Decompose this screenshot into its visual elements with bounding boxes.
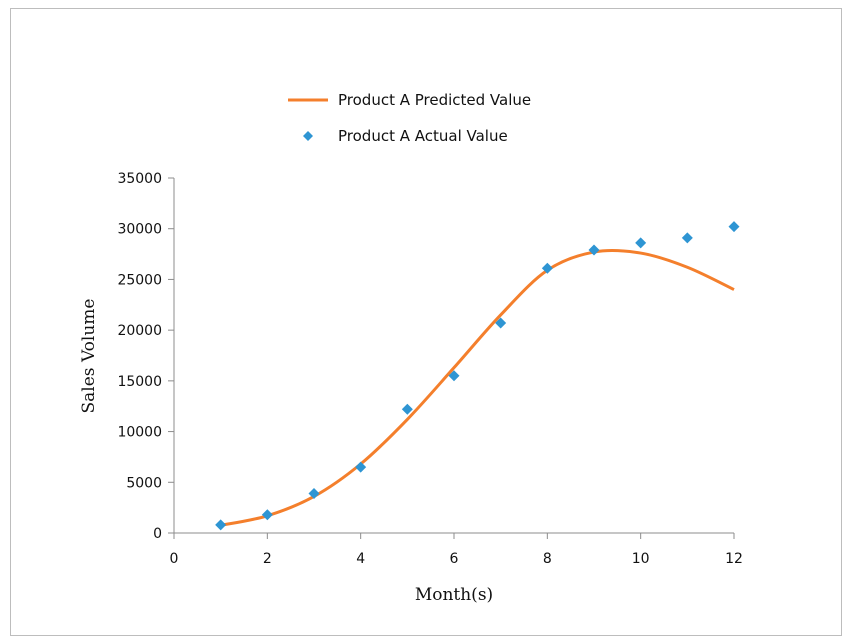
x-tick-label: 12 <box>725 551 743 567</box>
actual-value-point <box>681 232 693 244</box>
legend-label-actual: Product A Actual Value <box>338 127 508 145</box>
actual-value-point <box>635 237 647 249</box>
y-tick-label: 25000 <box>117 272 162 288</box>
x-ticks: 0 2 4 6 8 10 12 <box>170 533 743 567</box>
x-tick-label: 6 <box>450 551 459 567</box>
actual-value-point <box>541 262 553 274</box>
x-axis-title: Month(s) <box>415 585 493 605</box>
x-tick-label: 10 <box>632 551 650 567</box>
actual-value-point <box>401 403 413 415</box>
x-tick-label: 4 <box>356 551 365 567</box>
y-ticks: 0 5000 10000 15000 20000 25000 30000 35000 <box>117 171 174 542</box>
actual-value-point <box>728 221 740 233</box>
y-tick-label: 5000 <box>126 475 162 491</box>
y-tick-label: 20000 <box>117 323 162 339</box>
x-tick-label: 0 <box>170 551 179 567</box>
chart-frame <box>10 8 842 636</box>
y-tick-label: 10000 <box>117 425 162 441</box>
y-tick-label: 0 <box>153 526 162 542</box>
actual-value-point <box>495 317 507 329</box>
legend-label-predicted: Product A Predicted Value <box>338 91 531 109</box>
actual-value-point <box>261 509 273 521</box>
x-tick-label: 2 <box>263 551 272 567</box>
y-tick-label: 35000 <box>117 171 162 187</box>
actual-value-point <box>588 244 600 256</box>
legend: Product A Predicted Value Product A Actu… <box>288 91 531 145</box>
x-tick-label: 8 <box>543 551 552 567</box>
actual-value-point <box>355 461 367 473</box>
y-tick-label: 15000 <box>117 374 162 390</box>
series-line-predicted <box>220 248 735 527</box>
actual-value-point <box>215 519 227 531</box>
legend-swatch-actual-marker <box>303 131 313 141</box>
actual-value-point <box>308 487 320 499</box>
actual-value-point <box>448 370 460 382</box>
series-markers-actual <box>215 221 740 531</box>
y-tick-label: 30000 <box>117 222 162 238</box>
y-axis-title: Sales Volume <box>79 299 99 414</box>
